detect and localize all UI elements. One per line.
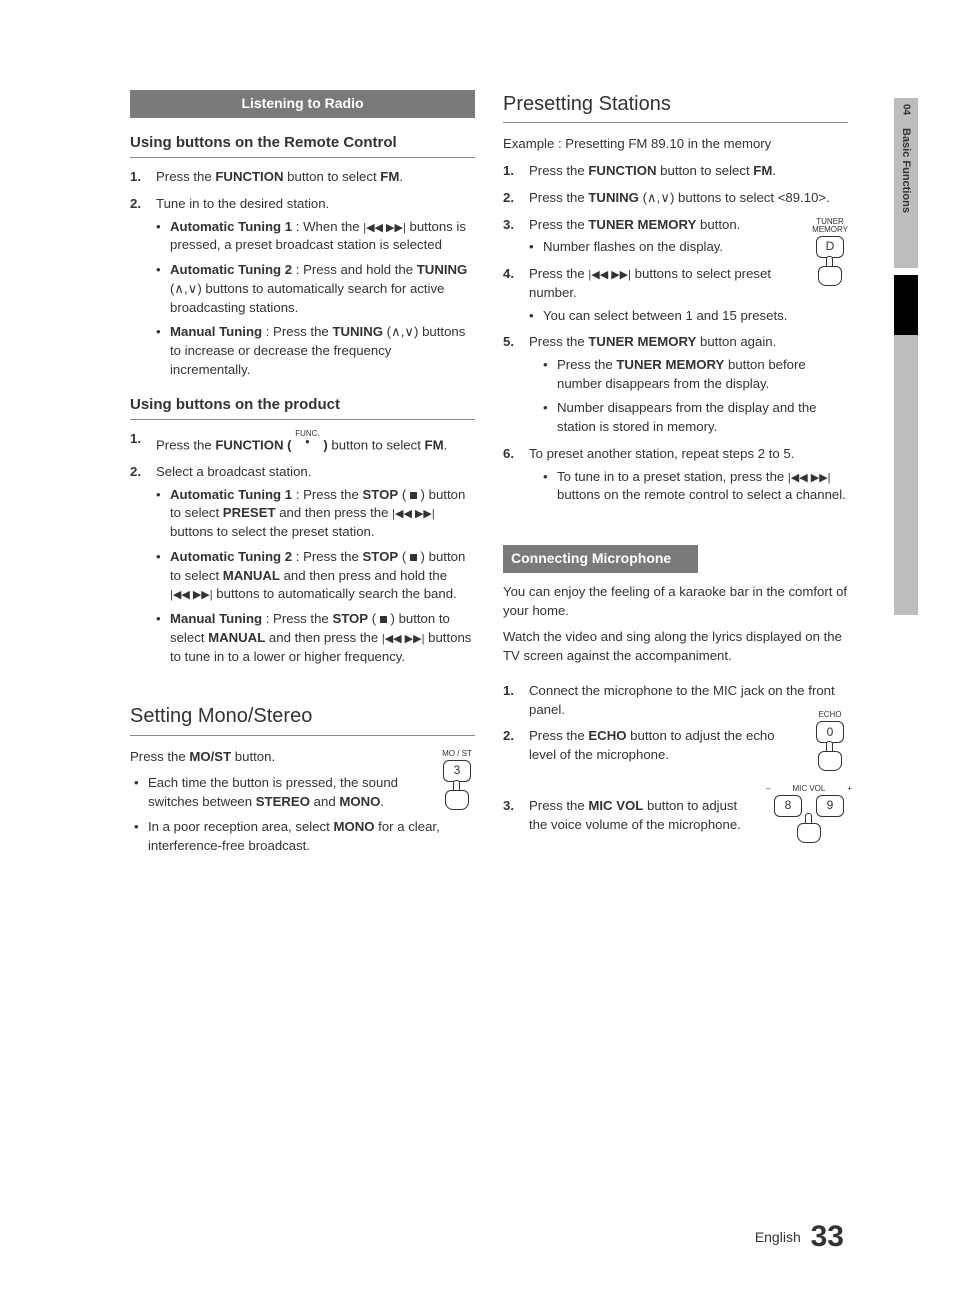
step: Press the TUNING (∧,∨) buttons to select…: [503, 189, 848, 208]
left-column: Listening to Radio Using buttons on the …: [130, 90, 475, 867]
bullet: You can select between 1 and 15 presets.: [529, 307, 792, 326]
step: Press the MIC VOL button to adjust the v…: [503, 797, 848, 859]
step: Press the ECHO button to adjust the echo…: [503, 727, 848, 789]
skip-icon: |◀◀ ▶▶|: [788, 471, 831, 487]
step: Press the FUNCTION button to select FM.: [130, 168, 475, 187]
bullet: Automatic Tuning 2 : Press the STOP ( ) …: [156, 548, 475, 604]
skip-icon: |◀◀ ▶▶|: [382, 632, 425, 648]
text: Press the MO/ST button.: [130, 748, 475, 767]
step: Connect the microphone to the MIC jack o…: [503, 682, 848, 719]
manual-page: 04 Basic Functions Listening to Radio Us…: [0, 0, 954, 1314]
hand-icon: [795, 817, 823, 843]
step: Press the FUNCTION button to select FM.: [503, 162, 848, 181]
side-marker-black: [894, 275, 918, 335]
step: Select a broadcast station. Automatic Tu…: [130, 463, 475, 666]
subhead-product: Using buttons on the product: [130, 394, 475, 420]
side-marker-grey: [894, 335, 918, 615]
stop-icon: [410, 554, 417, 561]
chapter-title: Basic Functions: [900, 128, 912, 213]
skip-icon: |◀◀ ▶▶|: [363, 221, 406, 237]
subhead-remote: Using buttons on the Remote Control: [130, 132, 475, 158]
step: Tune in to the desired station. Automati…: [130, 195, 475, 380]
skip-icon: |◀◀ ▶▶|: [392, 507, 435, 523]
func-icon: FUNC.●: [295, 430, 319, 446]
remote-tuner-memory-icon: TUNER MEMORY D: [806, 218, 854, 286]
remote-most-icon: MO / ST 3: [433, 750, 481, 810]
hand-icon: [443, 784, 471, 810]
skip-icon: |◀◀ ▶▶|: [170, 588, 213, 604]
bullet: To tune in to a preset station, press th…: [543, 468, 848, 505]
mono-stereo-block: Press the MO/ST button. Each time the bu…: [130, 748, 475, 856]
bullet: Automatic Tuning 1 : Press the STOP ( ) …: [156, 486, 475, 542]
bullets: Each time the button is pressed, the sou…: [134, 774, 475, 855]
sub-bullets: Automatic Tuning 1 : Press the STOP ( ) …: [156, 486, 475, 667]
bullet: Manual Tuning : Press the STOP ( ) butto…: [156, 610, 475, 666]
steps-remote: Press the FUNCTION button to select FM. …: [130, 168, 475, 379]
content-columns: Listening to Radio Using buttons on the …: [130, 90, 894, 867]
hand-icon: [816, 260, 844, 286]
step: Press the |◀◀ ▶▶| buttons to select pres…: [503, 265, 848, 325]
steps-mic: Connect the microphone to the MIC jack o…: [503, 682, 848, 859]
bullet: Each time the button is pressed, the sou…: [134, 774, 475, 811]
section-presetting: Presetting Stations: [503, 90, 848, 123]
bullet: Automatic Tuning 1 : When the |◀◀ ▶▶| bu…: [156, 218, 475, 255]
page-footer: English 33: [755, 1220, 844, 1254]
example-text: Example : Presetting FM 89.10 in the mem…: [503, 135, 848, 154]
chapter-number: 04: [901, 104, 912, 115]
text: You can enjoy the feeling of a karaoke b…: [503, 583, 848, 620]
bullet: Number disappears from the display and t…: [543, 399, 848, 436]
steps-preset: Press the FUNCTION button to select FM. …: [503, 162, 848, 505]
stop-icon: [380, 616, 387, 623]
section-mono-stereo: Setting Mono/Stereo: [130, 702, 475, 735]
hand-icon: [816, 745, 844, 771]
step: To preset another station, repeat steps …: [503, 445, 848, 505]
page-number: 33: [811, 1220, 844, 1253]
text: Watch the video and sing along the lyric…: [503, 628, 848, 665]
step: Press the TUNER MEMORY button again. Pre…: [503, 333, 848, 437]
bullet: In a poor reception area, select MONO fo…: [134, 818, 475, 855]
remote-micvol-icon: –MIC VOL+ 8 9: [764, 783, 854, 842]
right-column: Presetting Stations Example : Presetting…: [503, 90, 848, 867]
stop-icon: [410, 492, 417, 499]
sub-bullets: Automatic Tuning 1 : When the |◀◀ ▶▶| bu…: [156, 218, 475, 380]
step: Press the TUNER MEMORY button. Number fl…: [503, 216, 848, 257]
step: Press the FUNCTION ( FUNC.● ) button to …: [130, 430, 475, 455]
banner-listening: Listening to Radio: [130, 90, 475, 118]
skip-icon: |◀◀ ▶▶|: [588, 268, 631, 284]
bullet: Automatic Tuning 2 : Press and hold the …: [156, 261, 475, 317]
steps-product: Press the FUNCTION ( FUNC.● ) button to …: [130, 430, 475, 666]
banner-microphone: Connecting Microphone: [503, 545, 698, 573]
bullet: Press the TUNER MEMORY button before num…: [543, 356, 848, 393]
bullet: Number flashes on the display.: [529, 238, 792, 257]
bullet: Manual Tuning : Press the TUNING (∧,∨) b…: [156, 323, 475, 379]
side-tab: 04 Basic Functions: [894, 98, 918, 268]
remote-echo-icon: ECHO 0: [806, 711, 854, 771]
footer-lang: English: [755, 1229, 801, 1245]
